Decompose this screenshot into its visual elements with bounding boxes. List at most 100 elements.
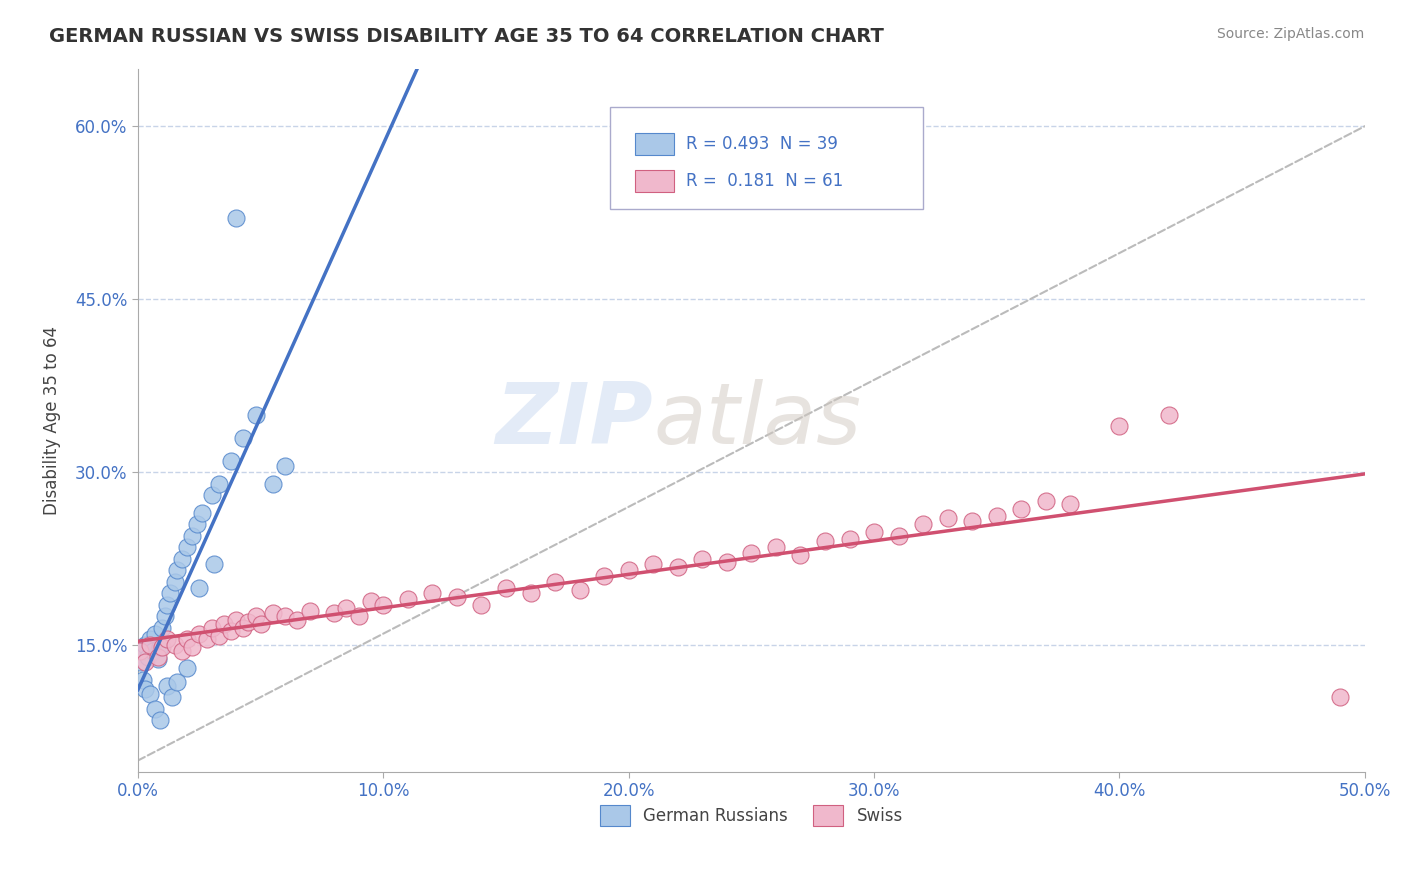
Point: [863, 525, 886, 540]
Point: [219, 624, 242, 639]
Point: [139, 638, 162, 652]
Point: [1157, 408, 1180, 422]
Point: [249, 617, 271, 632]
Point: [287, 613, 309, 627]
Point: [238, 615, 260, 629]
Point: [149, 713, 172, 727]
Point: [716, 555, 738, 569]
Point: [814, 534, 837, 549]
Point: [470, 598, 492, 612]
Point: [180, 640, 202, 655]
Point: [936, 511, 959, 525]
Point: [1035, 494, 1057, 508]
Point: [245, 609, 267, 624]
Point: [129, 656, 152, 670]
Point: [643, 558, 665, 572]
Point: [143, 626, 166, 640]
Point: [166, 675, 188, 690]
Point: [208, 629, 231, 643]
Point: [986, 508, 1008, 523]
Point: [176, 661, 198, 675]
Point: [212, 617, 235, 632]
Point: [142, 644, 165, 658]
Text: Source: ZipAtlas.com: Source: ZipAtlas.com: [1216, 27, 1364, 41]
Point: [143, 701, 166, 715]
Point: [262, 606, 284, 620]
Point: [134, 656, 156, 670]
Point: [156, 598, 179, 612]
Point: [163, 574, 186, 589]
Point: [960, 514, 983, 528]
Point: [765, 540, 787, 554]
Point: [446, 590, 468, 604]
Point: [347, 609, 370, 624]
Point: [139, 687, 162, 701]
Point: [1059, 498, 1081, 512]
FancyBboxPatch shape: [636, 169, 673, 193]
Point: [186, 517, 208, 532]
Point: [136, 649, 159, 664]
Point: [188, 626, 211, 640]
Point: [617, 563, 640, 577]
Point: [188, 581, 211, 595]
Point: [132, 644, 155, 658]
Point: [219, 453, 242, 467]
Text: ZIP: ZIP: [495, 379, 654, 462]
Point: [156, 632, 179, 647]
Point: [568, 582, 591, 597]
Point: [360, 594, 382, 608]
Point: [838, 532, 860, 546]
Point: [373, 598, 395, 612]
Point: [335, 601, 357, 615]
Point: [495, 581, 517, 595]
Point: [172, 551, 194, 566]
Point: [544, 574, 567, 589]
Point: [1329, 690, 1351, 704]
Point: [887, 528, 910, 542]
Point: [789, 548, 811, 562]
Point: [152, 621, 174, 635]
Point: [153, 609, 176, 624]
Point: [156, 679, 179, 693]
Point: [396, 592, 419, 607]
Point: [132, 673, 155, 687]
Point: [146, 652, 169, 666]
Text: R =  0.181  N = 61: R = 0.181 N = 61: [686, 172, 844, 190]
Point: [146, 649, 169, 664]
Point: [172, 644, 194, 658]
Point: [225, 613, 247, 627]
Point: [232, 431, 254, 445]
FancyBboxPatch shape: [636, 133, 673, 155]
Point: [232, 621, 254, 635]
Text: R = 0.493  N = 39: R = 0.493 N = 39: [686, 135, 838, 153]
Point: [200, 488, 222, 502]
Point: [274, 459, 297, 474]
Point: [323, 606, 346, 620]
Point: [740, 546, 762, 560]
Point: [149, 640, 172, 655]
Point: [1010, 502, 1032, 516]
Y-axis label: Disability Age 35 to 64: Disability Age 35 to 64: [44, 326, 60, 515]
Legend: German Russians, Swiss: German Russians, Swiss: [592, 797, 911, 834]
Point: [912, 517, 935, 532]
Text: GERMAN RUSSIAN VS SWISS DISABILITY AGE 35 TO 64 CORRELATION CHART: GERMAN RUSSIAN VS SWISS DISABILITY AGE 3…: [49, 27, 884, 45]
Point: [176, 632, 198, 647]
Point: [134, 681, 156, 696]
Point: [1108, 419, 1130, 434]
Point: [262, 476, 284, 491]
Point: [139, 632, 162, 647]
Point: [690, 551, 713, 566]
Point: [176, 540, 198, 554]
FancyBboxPatch shape: [610, 107, 924, 210]
Point: [166, 563, 188, 577]
Point: [225, 211, 247, 226]
Point: [593, 569, 616, 583]
Point: [190, 506, 212, 520]
Point: [163, 638, 186, 652]
Point: [134, 638, 156, 652]
Point: [208, 476, 231, 491]
Point: [666, 559, 689, 574]
Point: [298, 604, 321, 618]
Point: [245, 408, 267, 422]
Point: [202, 558, 225, 572]
